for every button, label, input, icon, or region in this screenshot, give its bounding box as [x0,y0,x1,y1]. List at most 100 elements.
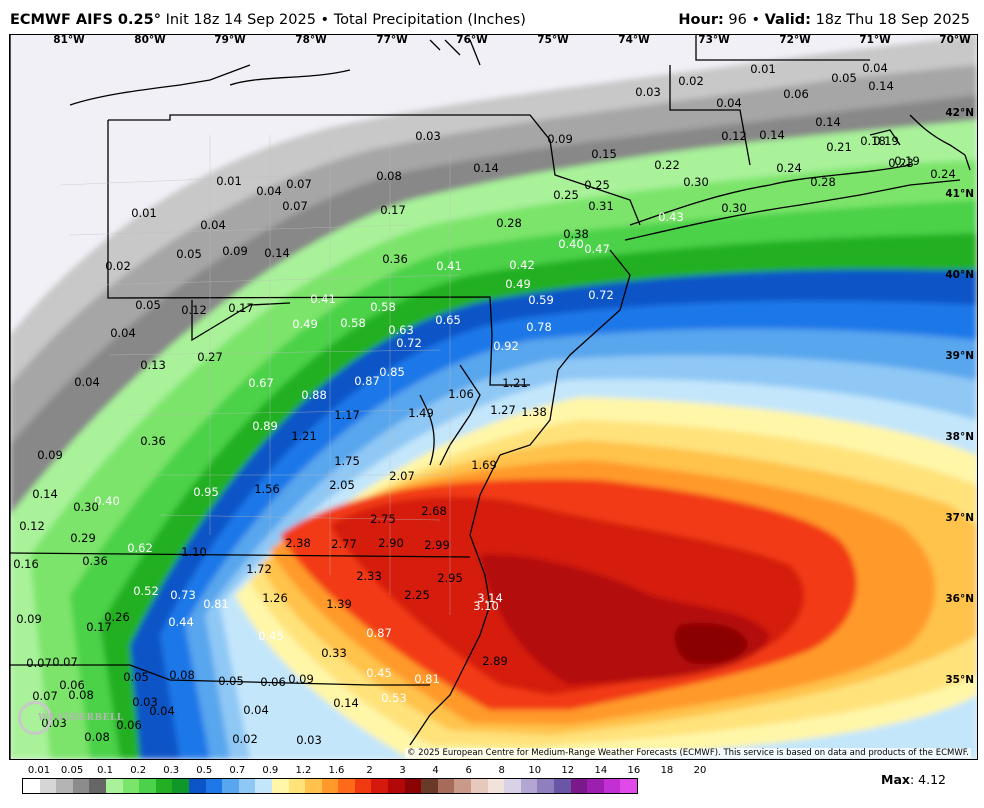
precip-value: 0.62 [127,541,153,555]
precip-value: 2.77 [331,537,357,551]
precip-value: 0.05 [123,670,149,684]
legend-swatch [271,779,289,793]
precip-value: 0.63 [388,323,414,337]
valid-time: 18z Thu 18 Sep 2025 [810,12,970,28]
lon-label: 74°W [618,34,650,46]
precip-value: 0.26 [104,610,130,624]
legend-tick-label: 0.05 [60,765,84,776]
precip-value: 0.02 [105,259,131,273]
lon-label: 77°W [376,34,408,46]
legend-swatch [155,779,173,793]
precip-value: 2.95 [437,571,463,585]
legend-swatch [222,779,239,793]
legend-swatch [504,779,521,793]
precip-value: 0.45 [258,629,284,643]
precip-value: 1.21 [502,376,528,390]
valid-time-info: Hour: 96 • Valid: 18z Thu 18 Sep 2025 [678,12,970,28]
legend-tick-label: 14 [594,765,608,776]
precip-value: 0.81 [203,597,229,611]
precip-value: 0.04 [110,326,136,340]
precip-value: 0.28 [810,175,836,189]
legend-tick-label: 0.1 [97,765,114,776]
precip-value: 0.19 [873,134,899,148]
precip-value: 1.17 [334,408,360,422]
precip-value: 0.09 [16,612,42,626]
legend-tick-label: 0.01 [27,765,51,776]
precip-value: 0.87 [366,626,392,640]
precip-value: 0.03 [132,695,158,709]
precip-value: 0.13 [140,358,166,372]
legend-tick-label: 0.3 [163,765,180,776]
precip-value: 0.89 [252,419,278,433]
precip-value: 0.30 [721,201,747,215]
lon-label: 78°W [295,34,327,46]
legend-tick-label: 3 [399,765,406,776]
precip-value: 0.59 [528,293,554,307]
product-name: Total Precipitation (Inches) [333,12,526,28]
weatherbell-logo: WEATHERBELL [18,701,123,735]
precip-value: 1.38 [521,405,547,419]
legend-tick-label: 1.2 [295,765,312,776]
legend-tick-label: 8 [498,765,505,776]
model-name: ECMWF AIFS 0.25 [10,12,154,28]
color-legend [22,778,638,794]
legend-tick-label: 1.6 [328,765,345,776]
legend-swatch [89,779,106,793]
legend-swatch [23,779,40,793]
precip-value: 0.06 [116,718,142,732]
precip-value: 0.04 [862,61,888,75]
precip-value: 0.19 [894,154,920,168]
legend-tick-label: 20 [693,765,707,776]
lat-label: 41°N [945,188,974,200]
precip-value: 0.65 [435,313,461,327]
legend-swatch [188,779,206,793]
precip-value: 0.05 [176,247,202,261]
precip-value: 0.81 [414,672,440,686]
legend-swatch [139,779,156,793]
precip-value: 0.40 [558,237,584,251]
precip-value: 1.21 [291,429,317,443]
lon-label: 75°W [537,34,569,46]
legend-tick-label: 0.2 [130,765,147,776]
precip-value: 2.33 [356,569,382,583]
legend-swatch [487,779,505,793]
precip-value: 1.56 [254,482,280,496]
legend-swatch [122,779,140,793]
lon-label: 71°W [859,34,891,46]
precip-value: 0.21 [826,140,852,154]
precip-value: 0.14 [333,696,359,710]
precip-value: 0.18 [860,134,886,148]
precip-value: 0.33 [321,646,347,660]
precip-value: 0.09 [547,132,573,146]
precip-value: 0.08 [169,668,195,682]
precip-value: 0.14 [815,115,841,129]
precip-value: 0.01 [131,206,157,220]
precip-value: 0.87 [354,374,380,388]
precip-value: 0.28 [496,216,522,230]
precip-value: 0.78 [526,320,552,334]
precip-value: 0.38 [563,227,589,241]
precip-value: 0.07 [52,655,78,669]
precip-value: 0.03 [415,129,441,143]
lat-label: 38°N [945,431,974,443]
precip-value: 0.31 [588,199,614,213]
legend-swatch [105,779,123,793]
lat-label: 36°N [945,593,974,605]
precip-value: 0.36 [140,434,166,448]
legend-tick-label: 6 [465,765,472,776]
legend-swatch [39,779,57,793]
precip-value: 0.07 [282,199,308,213]
legend-swatch [537,779,554,793]
precip-value: 0.17 [228,301,254,315]
precip-value: 3.14 [477,591,503,605]
precip-value: 0.17 [86,620,112,634]
precip-value: 0.06 [783,87,809,101]
precip-value: 0.12 [19,519,45,533]
legend-tick-label: 18 [660,765,674,776]
precip-value: 0.06 [59,678,85,692]
legend-swatch [72,779,90,793]
precip-value: 0.43 [658,210,684,224]
precip-value: 2.89 [482,654,508,668]
precip-value: 0.72 [396,336,422,350]
precip-value: 0.14 [868,79,894,93]
